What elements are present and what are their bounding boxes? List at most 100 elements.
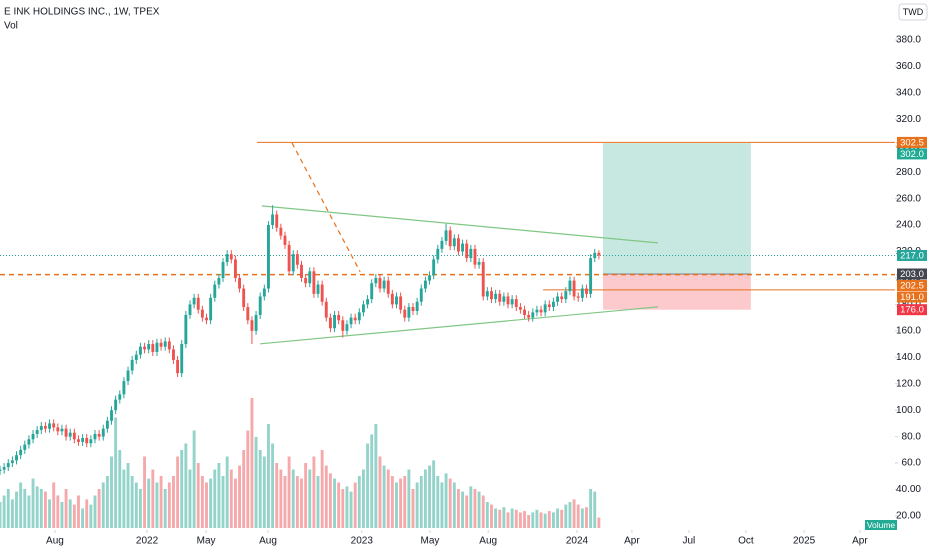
volume-bar: [114, 417, 118, 528]
candle-body: [531, 312, 535, 318]
volume-bar: [490, 504, 493, 528]
volume-bar: [560, 509, 564, 528]
volume-indicator-label: Vol: [4, 21, 18, 32]
volume-bar: [110, 456, 113, 528]
volume-bar: [531, 512, 535, 528]
candle-body: [353, 317, 357, 321]
x-tick-label: Aug: [46, 536, 64, 547]
candle-body: [262, 288, 266, 297]
volume-bar: [514, 509, 518, 528]
candle-body: [316, 284, 320, 294]
candle-body: [238, 277, 241, 289]
volume-bar: [295, 476, 299, 528]
volume-bar: [452, 482, 456, 528]
candle-body: [200, 309, 204, 318]
candle-body: [0, 469, 2, 472]
x-tick-label: Apr: [624, 536, 640, 547]
candle-body: [498, 293, 502, 302]
volume-pane: [0, 398, 601, 528]
candle-body: [19, 449, 23, 456]
volume-bar: [481, 495, 485, 528]
candle-body: [39, 426, 43, 431]
volume-bar: [362, 469, 365, 528]
candle-body: [180, 344, 184, 374]
y-tick-label: 320.0: [896, 114, 921, 125]
volume-bar: [324, 465, 328, 528]
candle-body: [27, 439, 31, 445]
candle-body: [68, 432, 72, 437]
volume-bar: [551, 512, 555, 528]
volume-bar: [328, 473, 332, 528]
volume-bar: [473, 489, 477, 528]
candle-body: [209, 297, 213, 321]
candle-body: [246, 307, 250, 321]
volume-bar: [200, 476, 204, 528]
candles: [0, 205, 601, 475]
volume-bar: [72, 504, 76, 528]
candle-body: [147, 344, 151, 350]
candle-body: [514, 299, 518, 308]
volume-bar: [147, 478, 151, 528]
candle-body: [444, 230, 448, 241]
volume-bar: [238, 465, 241, 528]
volume-bar: [2, 495, 6, 528]
price-tag: [897, 304, 927, 316]
candle-body: [15, 455, 18, 461]
volume-bar: [101, 482, 105, 528]
candle-body: [225, 254, 229, 263]
candle-body: [452, 238, 456, 247]
candle-body: [527, 314, 531, 318]
candle-body: [205, 317, 208, 321]
volume-bar: [81, 508, 85, 528]
candle-body: [576, 296, 580, 298]
currency-button[interactable]: [898, 3, 928, 21]
candle-body: [101, 428, 105, 437]
candle-body: [56, 427, 60, 432]
candle-body: [423, 280, 427, 289]
candle-body: [543, 304, 547, 313]
currency-label[interactable]: TWD: [903, 7, 924, 17]
candle-body: [370, 283, 374, 300]
volume-bar: [19, 482, 23, 528]
y-tick-label: 40.00: [896, 484, 921, 495]
price-tag-label: 302.0: [900, 149, 924, 160]
y-tick-label: 280.0: [896, 167, 921, 178]
volume-bar: [39, 489, 43, 528]
volume-bar: [209, 478, 213, 528]
y-tick-label: 340.0: [896, 87, 921, 98]
candle-body: [126, 370, 130, 382]
volume-bar: [572, 499, 576, 528]
volume-bar: [345, 486, 349, 528]
candle-body: [43, 426, 47, 429]
candle-body: [593, 252, 597, 259]
candle-body: [23, 444, 27, 450]
volume-bar: [419, 476, 423, 528]
candle-body: [93, 433, 97, 440]
volume-bar: [0, 502, 2, 528]
candle-body: [196, 297, 200, 310]
candle-body: [456, 238, 460, 252]
volume-bar: [304, 463, 308, 528]
volume-bar: [448, 478, 452, 528]
candle-body: [556, 296, 560, 302]
volume-bar: [386, 469, 390, 528]
volume-bar: [527, 515, 531, 528]
candle-body: [547, 304, 551, 308]
volume-bar: [432, 460, 436, 528]
candle-body: [337, 314, 341, 321]
volume-bar: [221, 476, 225, 528]
volume-bar: [77, 495, 80, 528]
volume-bar: [510, 508, 514, 528]
candle-body: [419, 288, 423, 302]
volume-bar: [93, 495, 97, 528]
candle-body: [461, 243, 465, 252]
candle-body: [490, 291, 493, 300]
volume-bar: [589, 489, 593, 528]
candle-body: [118, 394, 122, 400]
candle-body: [60, 428, 64, 432]
candle-body: [81, 437, 85, 442]
volume-bar: [374, 424, 378, 528]
volume-bar: [543, 513, 547, 528]
volume-bar: [485, 502, 489, 528]
volume-bar: [535, 509, 539, 528]
